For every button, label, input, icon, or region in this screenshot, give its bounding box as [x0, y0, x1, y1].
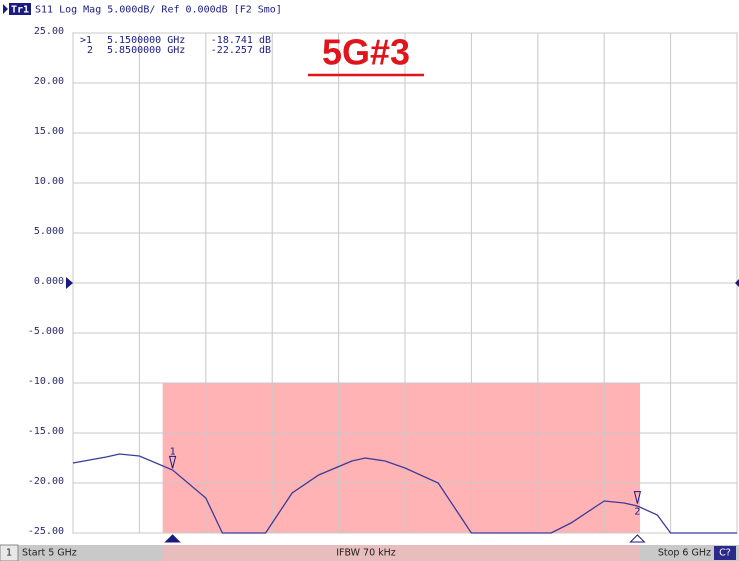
status-stop: Stop 6 GHz [658, 548, 711, 559]
status-ifbw: IFBW 70 kHz [336, 548, 396, 559]
marker-id: 1 [170, 446, 176, 457]
channel-box [0, 544, 19, 561]
y-tick-label: 25.00 [34, 26, 64, 37]
marker-freq: 5.8500000 GHz [107, 45, 185, 56]
y-tick-label: -5.000 [28, 326, 64, 337]
trace [72, 453, 737, 534]
status-channel: 1 [6, 548, 12, 559]
ref-arrow [735, 279, 739, 287]
header-bar [0, 0, 739, 20]
marker [633, 491, 642, 504]
y-tick-label: 10.00 [34, 176, 64, 187]
marker-flag: >1 [80, 35, 92, 46]
marker-freq: 5.1500000 GHz [107, 35, 185, 46]
marker-value: -22.257 dB [211, 45, 271, 56]
trace-id: Tr1 [11, 5, 29, 16]
y-tick-label: -20.00 [28, 476, 64, 487]
status-cal: C? [719, 548, 731, 559]
marker [168, 455, 177, 469]
trace-header: S11 Log Mag 5.000dB/ Ref 0.000dB [F2 Smo… [35, 5, 282, 16]
y-tick-label: 20.00 [34, 76, 64, 87]
trace-tag [9, 3, 31, 15]
ref-arrow [66, 277, 73, 289]
y-tick-label: -15.00 [28, 426, 64, 437]
y-tick-label: -25.00 [28, 526, 64, 537]
marker-id: 2 [634, 507, 640, 518]
marker-flag: 2 [87, 45, 93, 56]
active-arrow [3, 4, 8, 14]
y-tick-label: 0.000 [34, 276, 64, 287]
y-tick-label: 15.00 [34, 126, 64, 137]
cal-box [714, 546, 736, 560]
y-tick-label: -10.00 [28, 376, 64, 387]
mask-region [162, 383, 641, 533]
marker-foot [629, 534, 646, 543]
mask-region-status [162, 545, 641, 561]
marker-foot [164, 534, 181, 543]
y-tick-label: 5.000 [34, 226, 64, 237]
marker-value: -18.741 dB [211, 35, 271, 46]
annotation-title: 5G#3 [322, 32, 410, 73]
status-start: Start 5 GHz [22, 548, 77, 559]
